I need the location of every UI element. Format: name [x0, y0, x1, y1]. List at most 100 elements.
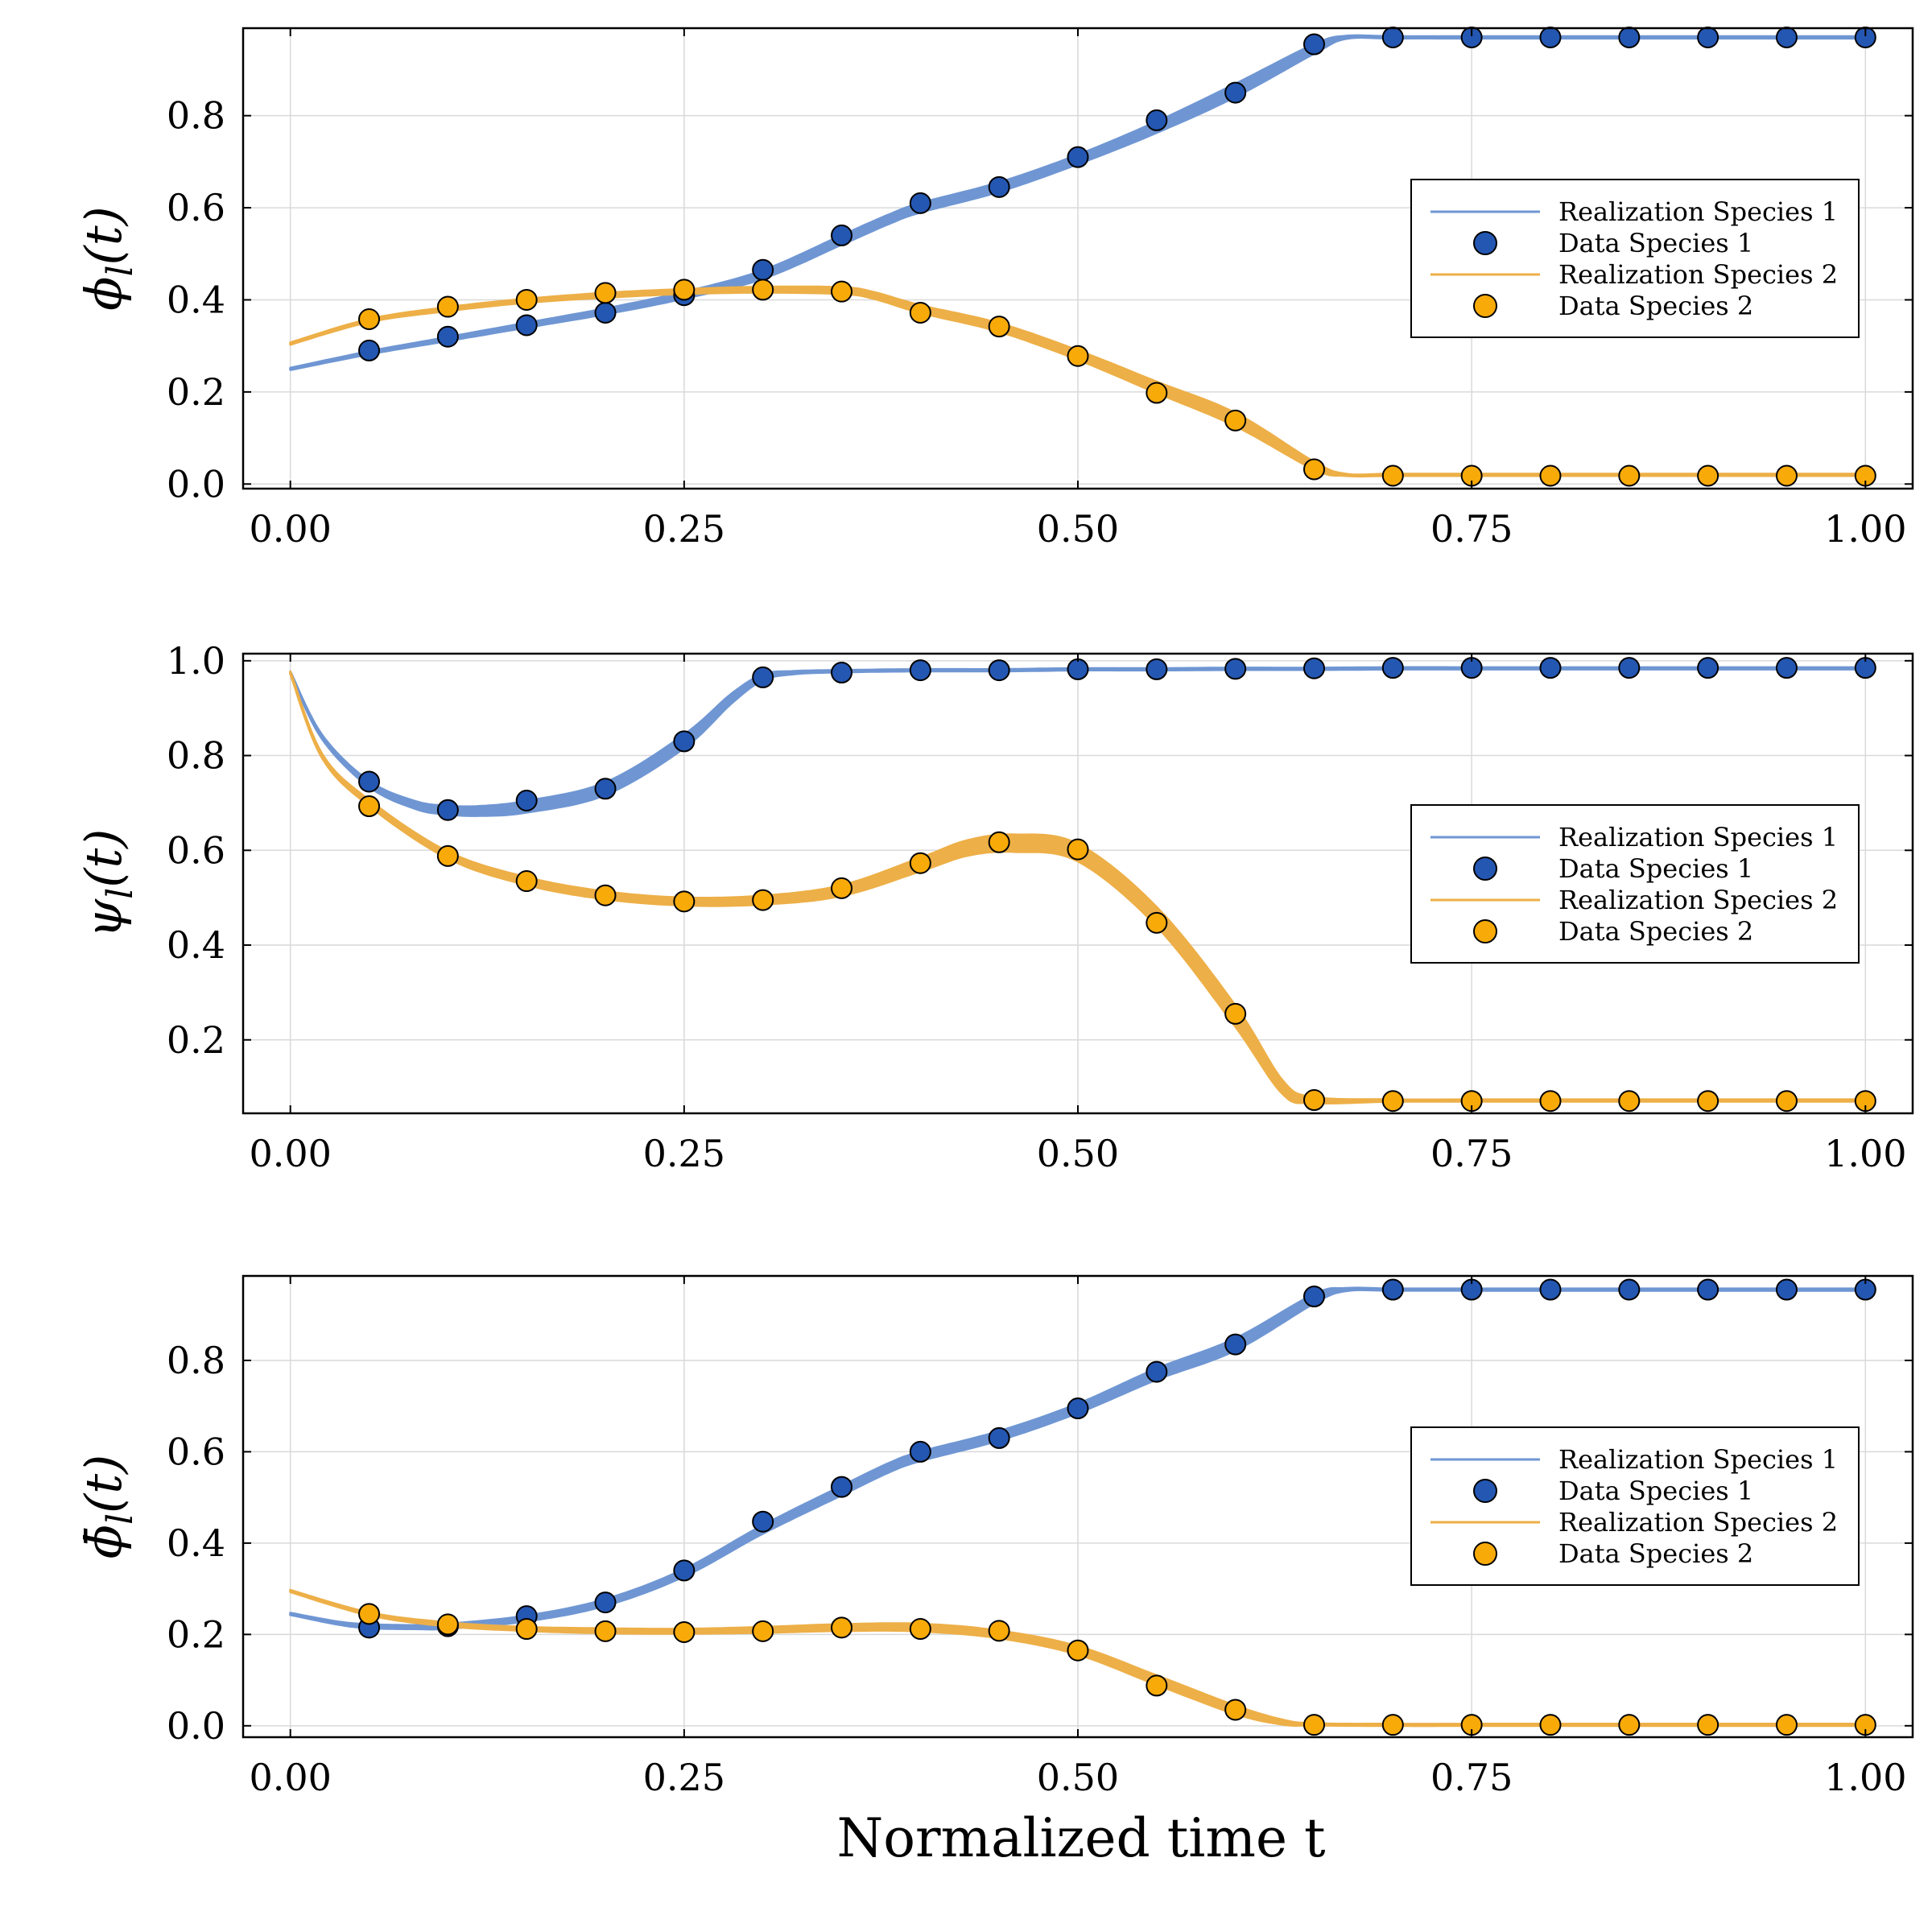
series-1-data-point	[1539, 657, 1562, 679]
panel-2: 0.00 0.25 0.50 0.75 1.00 0.2 0.4 0.6 0.8 1.0 ψl(t)…	[74, 639, 1914, 1175]
series-2-data-point	[436, 844, 459, 867]
series-1-data-point	[1381, 1278, 1404, 1301]
series-1-data-point	[1775, 1278, 1798, 1301]
x-tick-label: 0.50	[1037, 1132, 1119, 1175]
series-1-data-point	[831, 662, 853, 684]
x-tick-label: 0.25	[643, 507, 725, 551]
legend-label: Realization Species 1	[1558, 822, 1838, 852]
series-2-data-point	[1381, 464, 1404, 487]
series-2-data-point	[831, 877, 853, 899]
series-1-data-point	[752, 258, 774, 281]
series-1-data-point	[594, 778, 617, 800]
series-2-data-point	[1381, 1090, 1404, 1113]
series-1-data-point	[909, 659, 931, 682]
y-tick-label: 0.2	[167, 1018, 225, 1062]
x-tick-label: 0.50	[1037, 507, 1119, 551]
legend-marker-swatch	[1473, 1542, 1497, 1566]
series-1-data-point	[1146, 109, 1168, 131]
series-1-data-point	[1302, 1286, 1325, 1308]
x-tick-label: 1.00	[1824, 507, 1906, 551]
series-2-data-point	[1067, 1639, 1089, 1662]
series-1-data-point	[1618, 1278, 1641, 1301]
series-1-data-point	[1146, 1360, 1168, 1383]
series-1-data-point	[1697, 657, 1719, 679]
series-1-data-point	[1146, 658, 1168, 680]
series-2-data-point	[1697, 1090, 1719, 1113]
y-tick-label: 0.4	[167, 278, 225, 321]
series-2-data-point	[1775, 464, 1798, 487]
legend-label: Data Species 1	[1558, 1476, 1753, 1506]
series-2-data-point	[988, 316, 1010, 338]
series-2-data-point	[909, 301, 931, 324]
x-axis-label: Normalized time t	[836, 1807, 1325, 1869]
series-1-data-point	[909, 1440, 931, 1463]
legend-label: Realization Species 2	[1558, 885, 1838, 915]
series-2-data-point	[1381, 1714, 1404, 1736]
series-2-data-point	[1618, 464, 1641, 487]
series-2-data-point	[988, 831, 1010, 853]
legend-marker-swatch	[1473, 919, 1497, 943]
series-2-data-point	[1067, 838, 1089, 861]
series-2-data-point	[358, 308, 381, 331]
y-tick-label: 0.6	[167, 828, 225, 872]
series-1-data-point	[1224, 81, 1247, 104]
series-2-data-point	[358, 795, 381, 818]
y-tick-label: 0.8	[167, 1339, 225, 1382]
series-1-data-point	[831, 224, 853, 246]
series-1-data-point	[1302, 33, 1325, 56]
series-1-data-point	[515, 789, 538, 811]
series-1-data-point	[1697, 1278, 1719, 1301]
series-2-data-point	[1302, 458, 1325, 481]
series-2-data-point	[1618, 1090, 1641, 1113]
series-2-data-point	[1618, 1714, 1641, 1736]
legend-label: Realization Species 1	[1558, 1444, 1838, 1475]
x-tick-label: 0.25	[643, 1132, 725, 1175]
legend-label: Data Species 1	[1558, 853, 1753, 884]
series-2-data-point	[436, 1613, 459, 1636]
series-1-data-point	[1539, 1278, 1562, 1301]
series-1-data-point	[1067, 1397, 1089, 1420]
series-1-data-point	[1775, 657, 1798, 679]
series-1-data-point	[1618, 26, 1641, 48]
legend-label: Realization Species 1	[1558, 196, 1838, 227]
x-tick-label: 0.75	[1430, 1132, 1513, 1175]
series-1-data-point	[515, 314, 538, 336]
series-2-data-point	[1697, 464, 1719, 487]
y-tick-label: 0.8	[167, 94, 225, 138]
series-1-data-point	[1224, 658, 1247, 680]
x-tick-label: 1.00	[1824, 1756, 1906, 1799]
y-tick-label: 0.0	[167, 1704, 225, 1748]
legend-label: Realization Species 2	[1558, 259, 1838, 290]
series-1-data-point	[1067, 146, 1089, 168]
series-1-data-point	[358, 339, 381, 361]
series-1-data-point	[1697, 26, 1719, 48]
series-2-data-point	[594, 884, 617, 906]
series-1-data-point	[1381, 657, 1404, 679]
series-1-data-point	[988, 659, 1010, 682]
series-2-data-point	[673, 890, 696, 913]
series-1-data-point	[1775, 26, 1798, 48]
legend-label: Realization Species 2	[1558, 1507, 1838, 1538]
series-2-data-point	[1146, 1674, 1168, 1697]
series-1-data-point	[436, 325, 459, 348]
legend-label: Data Species 2	[1558, 1538, 1753, 1569]
x-tick-label: 0.25	[643, 1756, 725, 1799]
legend-marker-swatch	[1473, 231, 1497, 255]
x-tick-label: 0.75	[1430, 507, 1513, 551]
legend-label: Data Species 2	[1558, 291, 1753, 321]
series-2-data-point	[1539, 1714, 1562, 1736]
series-1-data-point	[988, 175, 1010, 198]
panel-3: 0.00 0.25 0.50 0.75 1.00 0.0 0.2 0.4 0.6 0.8 ϕ̄l(t…	[74, 1274, 1914, 1799]
y-axis-label: ψl(t)	[74, 829, 141, 939]
series-2-data-point	[1775, 1090, 1798, 1113]
x-tick-label: 0.00	[249, 1132, 331, 1175]
series-2-data-point	[1697, 1714, 1719, 1736]
x-tick-label: 0.00	[249, 507, 331, 551]
series-2-data-point	[515, 288, 538, 311]
series-1-data-point	[436, 799, 459, 821]
series-1-data-point	[673, 1559, 696, 1582]
legend-marker-swatch	[1473, 857, 1497, 881]
series-1-data-point	[1618, 657, 1641, 679]
